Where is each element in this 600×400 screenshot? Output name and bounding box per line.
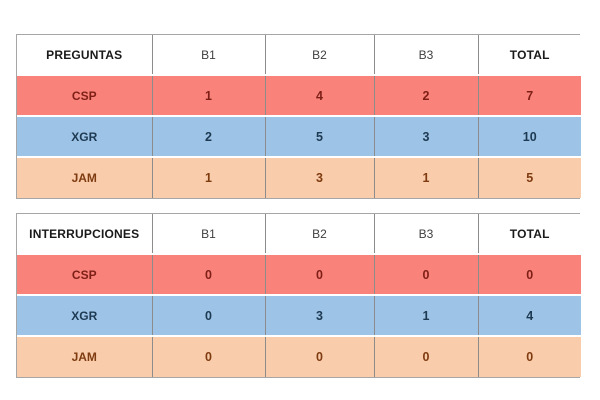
csp-total: 7 (477, 75, 581, 116)
xgr-b3-value: 1 (373, 295, 478, 336)
csp-b1-value: 0 (151, 254, 265, 295)
jam-b1-value: 0 (151, 336, 265, 377)
csp-b1-value: 1 (151, 75, 265, 116)
preguntas-header-row: PREGUNTAS B1 B2 B3 TOTAL (17, 35, 581, 75)
csp-b3-value: 2 (373, 75, 478, 116)
interrupciones-row-xgr: XGR 0 3 1 4 (17, 295, 581, 336)
row-label-csp: CSP (71, 267, 97, 282)
preguntas-header-b1: B1 (151, 35, 265, 75)
interrupciones-header-b1: B1 (151, 214, 265, 254)
csp-b2-value: 0 (264, 254, 374, 295)
interrupciones-row-jam: JAM 0 0 0 0 (17, 336, 581, 377)
preguntas-row-jam: JAM 1 3 1 5 (17, 157, 581, 198)
xgr-b1-value: 0 (151, 295, 265, 336)
interrupciones-header-total: TOTAL (477, 214, 581, 254)
preguntas-row-csp: CSP 1 4 2 7 (17, 75, 581, 116)
jam-b3-value: 1 (373, 157, 478, 198)
jam-total: 0 (477, 336, 581, 377)
row-label-xgr: XGR (71, 129, 98, 144)
preguntas-header-total: TOTAL (477, 35, 581, 75)
interrupciones-header-title: INTERRUPCIONES (29, 226, 140, 241)
preguntas-data-table: PREGUNTAS B1 B2 B3 TOTAL CSP 1 4 2 7 XGR (17, 35, 581, 198)
preguntas-header-b3: B3 (373, 35, 478, 75)
csp-b2-value: 4 (264, 75, 374, 116)
xgr-b2-value: 5 (264, 116, 374, 157)
xgr-total: 4 (477, 295, 581, 336)
jam-total: 5 (477, 157, 581, 198)
interrupciones-row-csp: CSP 0 0 0 0 (17, 254, 581, 295)
row-label-xgr: XGR (71, 308, 98, 323)
row-label-jam: JAM (71, 350, 97, 364)
xgr-b1-value: 2 (151, 116, 265, 157)
xgr-b2-value: 3 (264, 295, 374, 336)
jam-b2-value: 3 (264, 157, 374, 198)
interrupciones-data-table: INTERRUPCIONES B1 B2 B3 TOTAL CSP 0 0 0 … (17, 214, 581, 377)
preguntas-table: PREGUNTAS B1 B2 B3 TOTAL CSP 1 4 2 7 XGR (16, 34, 581, 199)
interrupciones-table: INTERRUPCIONES B1 B2 B3 TOTAL CSP 0 0 0 … (16, 213, 581, 378)
interrupciones-header-row: INTERRUPCIONES B1 B2 B3 TOTAL (17, 214, 581, 254)
xgr-total: 10 (477, 116, 581, 157)
jam-b2-value: 0 (264, 336, 374, 377)
jam-b1-value: 1 (151, 157, 265, 198)
preguntas-row-xgr: XGR 2 5 3 10 (17, 116, 581, 157)
preguntas-header-title: PREGUNTAS (46, 47, 123, 62)
interrupciones-header-b2: B2 (264, 214, 374, 254)
row-label-jam: JAM (71, 171, 97, 185)
interrupciones-header-b3: B3 (373, 214, 478, 254)
xgr-b3-value: 3 (373, 116, 478, 157)
preguntas-header-b2: B2 (264, 35, 374, 75)
jam-b3-value: 0 (373, 336, 478, 377)
csp-total: 0 (477, 254, 581, 295)
csp-b3-value: 0 (373, 254, 478, 295)
row-label-csp: CSP (71, 88, 97, 103)
